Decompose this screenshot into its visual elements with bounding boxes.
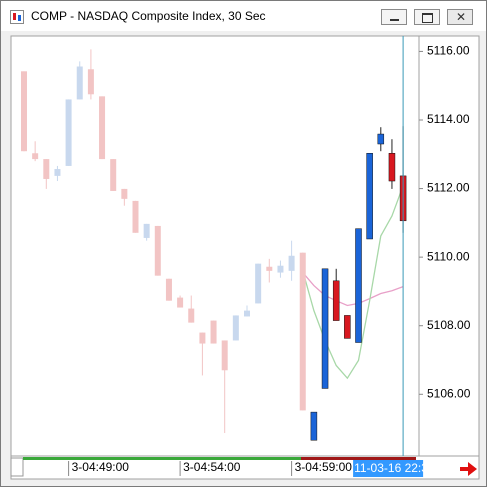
scroll-box[interactable] xyxy=(10,457,24,477)
candle-body xyxy=(332,280,340,321)
y-tick-label: 5110.00 xyxy=(427,249,470,263)
candle-body xyxy=(121,188,128,199)
candle-body xyxy=(210,320,217,344)
y-tick-label: 5114.00 xyxy=(427,112,470,126)
candle-body xyxy=(244,310,250,317)
app-icon xyxy=(10,10,24,24)
candle-body xyxy=(188,308,195,323)
candle-body xyxy=(87,69,94,95)
candle-body xyxy=(288,255,295,271)
x-tick-label: 3-04:59:00 xyxy=(295,460,353,474)
candle-body xyxy=(110,159,117,191)
candle-body xyxy=(76,66,83,100)
overlay-line xyxy=(302,185,404,380)
candle-body xyxy=(43,159,50,179)
candle-body xyxy=(177,297,184,308)
candle-body xyxy=(255,263,262,304)
candle-body xyxy=(355,228,362,343)
scroll-arrow[interactable] xyxy=(460,462,477,476)
candle-body xyxy=(221,340,228,371)
candle-body xyxy=(266,266,273,271)
y-tick-label: 5112.00 xyxy=(427,181,470,195)
chart-frame xyxy=(10,35,480,480)
candle-body xyxy=(344,315,351,339)
cursor-label-bg xyxy=(353,460,424,477)
candle-body xyxy=(310,411,318,441)
candle-body xyxy=(143,223,150,238)
y-tick-label: 5108.00 xyxy=(427,318,471,332)
cursor-label: 11-03-16 22:34:00 xyxy=(354,461,452,475)
candle-body xyxy=(388,153,396,182)
session-bar xyxy=(301,457,416,460)
candle-body xyxy=(232,315,239,341)
y-tick-label: 5116.00 xyxy=(427,44,470,58)
candle-body xyxy=(65,99,72,166)
close-button[interactable]: ✕ xyxy=(447,9,473,25)
candle-body xyxy=(32,153,39,160)
candle-body xyxy=(99,96,106,160)
candle-body xyxy=(299,252,306,411)
candle-body xyxy=(277,265,284,273)
candle-body xyxy=(366,153,373,240)
x-tick-label: 3-04:49:00 xyxy=(72,460,130,474)
minimize-button[interactable] xyxy=(381,9,407,25)
maximize-button[interactable] xyxy=(414,9,440,25)
title-bar: COMP - NASDAQ Composite Index, 30 Sec ✕ xyxy=(1,1,486,31)
y-tick-label: 5106.00 xyxy=(427,386,471,400)
candle-body xyxy=(21,71,27,152)
candle-body xyxy=(165,278,172,301)
candle-body xyxy=(132,200,139,233)
candle-body xyxy=(199,332,206,344)
candle-body xyxy=(321,268,329,389)
overlay-line xyxy=(302,272,404,307)
candle-body xyxy=(54,169,61,176)
window-title: COMP - NASDAQ Composite Index, 30 Sec xyxy=(31,9,266,23)
session-bar xyxy=(23,457,301,460)
candle-body xyxy=(154,225,161,276)
x-tick-label: 3-04:54:00 xyxy=(183,460,241,474)
candle-body xyxy=(377,133,385,145)
